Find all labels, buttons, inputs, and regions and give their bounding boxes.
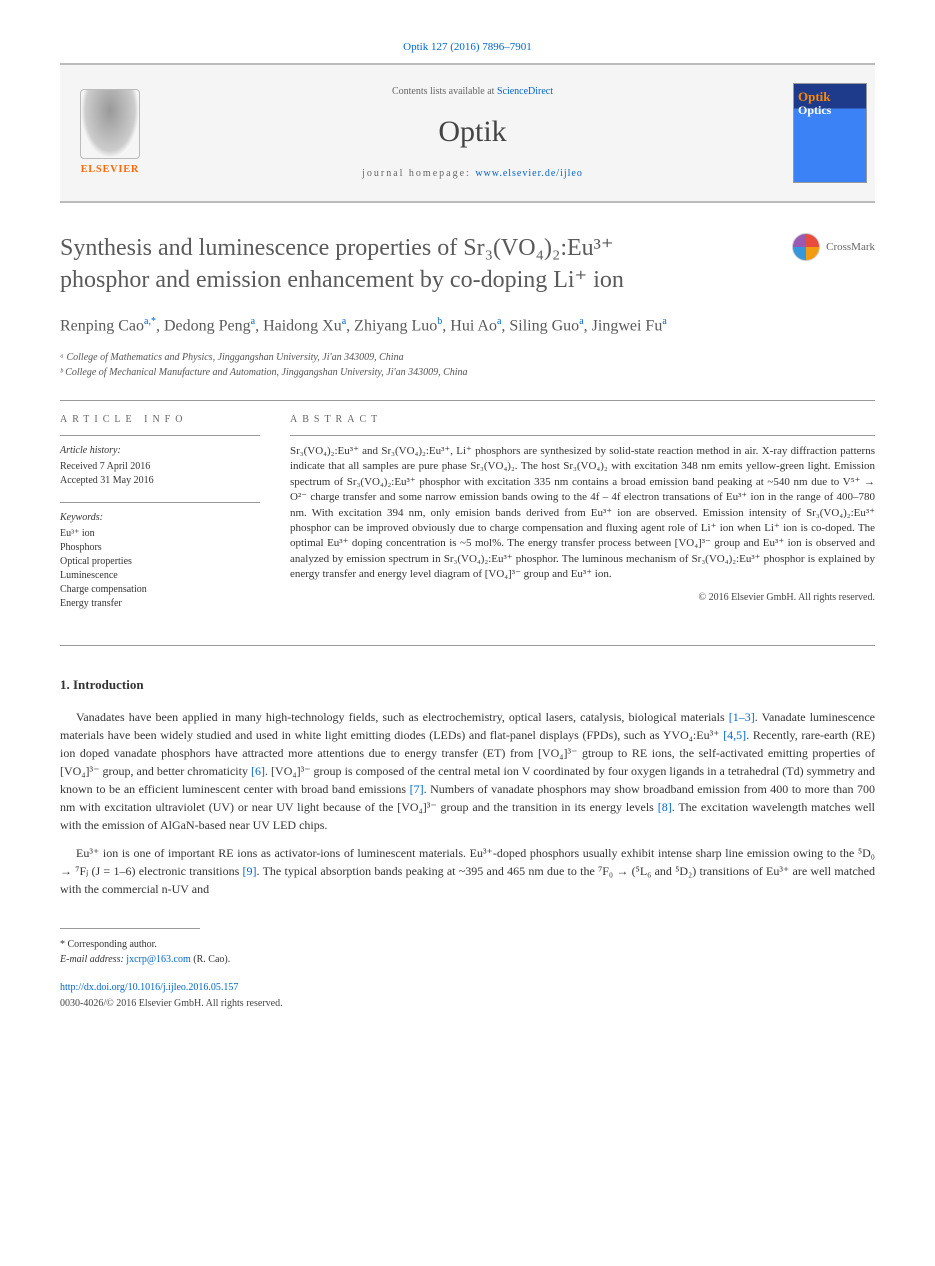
corresponding-author: * Corresponding author. E-mail address: … xyxy=(60,937,875,967)
crossmark-badge[interactable]: CrossMark xyxy=(792,233,875,261)
abstract-heading: ABSTRACT xyxy=(290,413,875,427)
keyword-item: Luminescence xyxy=(60,569,260,583)
contents-available-line: Contents lists available at ScienceDirec… xyxy=(392,85,553,99)
affiliation-b: ᵇ College of Mechanical Manufacture and … xyxy=(60,365,875,380)
abstract-text: Sr₃(VO₄)₂:Eu³⁺ and Sr₃(VO₄)₂:Eu³⁺, Li⁺ p… xyxy=(290,444,875,583)
homepage-prefix: journal homepage: xyxy=(362,168,475,179)
keywords-list: Eu³⁺ ion Phosphors Optical properties Lu… xyxy=(60,527,260,611)
reference-link[interactable]: [6] xyxy=(251,764,265,778)
article-title: Synthesis and luminescence properties of… xyxy=(60,233,700,295)
keywords-block: Keywords: Eu³⁺ ion Phosphors Optical pro… xyxy=(60,511,260,611)
journal-cover xyxy=(785,65,875,201)
divider-history xyxy=(60,502,260,503)
reference-link[interactable]: [7] xyxy=(410,782,424,796)
keyword-item: Energy transfer xyxy=(60,597,260,611)
elsevier-logo: ELSEVIER xyxy=(60,65,160,201)
keyword-item: Phosphors xyxy=(60,541,260,555)
abstract-column: ABSTRACT Sr₃(VO₄)₂:Eu³⁺ and Sr₃(VO₄)₂:Eu… xyxy=(290,413,875,625)
keywords-label: Keywords: xyxy=(60,511,260,525)
keyword-item: Eu³⁺ ion xyxy=(60,527,260,541)
article-info-column: ARTICLE INFO Article history: Received 7… xyxy=(60,413,260,625)
abstract-copyright: © 2016 Elsevier GmbH. All rights reserve… xyxy=(290,591,875,605)
divider-2 xyxy=(60,645,875,646)
email-label: E-mail address: xyxy=(60,954,124,965)
intro-paragraph-2: Eu³⁺ ion is one of important RE ions as … xyxy=(60,844,875,898)
reference-link[interactable]: [4,5] xyxy=(723,728,746,742)
crossmark-icon xyxy=(792,233,820,261)
corresponding-label: * Corresponding author. xyxy=(60,937,875,952)
introduction-heading: 1. Introduction xyxy=(60,676,875,694)
doi-link[interactable]: http://dx.doi.org/10.1016/j.ijleo.2016.0… xyxy=(60,981,875,995)
reference-link[interactable]: [8] xyxy=(658,800,672,814)
journal-name: Optik xyxy=(438,111,506,153)
reference-link[interactable]: [1–3] xyxy=(729,710,755,724)
journal-cover-image xyxy=(793,83,867,183)
divider-abstract xyxy=(290,435,875,436)
accepted-date: Accepted 31 May 2016 xyxy=(60,474,260,488)
received-date: Received 7 April 2016 xyxy=(60,460,260,474)
journal-homepage-line: journal homepage: www.elsevier.de/ijleo xyxy=(362,167,583,181)
email-paren: (R. Cao). xyxy=(193,954,230,965)
journal-header-center: Contents lists available at ScienceDirec… xyxy=(160,65,785,201)
article-citation: Optik 127 (2016) 7896–7901 xyxy=(60,40,875,55)
crossmark-label: CrossMark xyxy=(826,240,875,255)
sciencedirect-link[interactable]: ScienceDirect xyxy=(497,86,553,97)
intro-paragraph-1: Vanadates have been applied in many high… xyxy=(60,708,875,834)
keyword-item: Optical properties xyxy=(60,555,260,569)
article-info-heading: ARTICLE INFO xyxy=(60,413,260,427)
affiliations: ᵃ College of Mathematics and Physics, Ji… xyxy=(60,350,875,380)
author-email-link[interactable]: jxcrp@163.com xyxy=(126,954,190,965)
journal-homepage-link[interactable]: www.elsevier.de/ijleo xyxy=(475,168,583,179)
history-label: Article history: xyxy=(60,444,260,458)
affiliation-a: ᵃ College of Mathematics and Physics, Ji… xyxy=(60,350,875,365)
journal-header: ELSEVIER Contents lists available at Sci… xyxy=(60,63,875,203)
footer-separator xyxy=(60,928,200,929)
keyword-item: Charge compensation xyxy=(60,583,260,597)
divider-1 xyxy=(60,400,875,401)
footer-copyright: 0030-4026/© 2016 Elsevier GmbH. All righ… xyxy=(60,997,875,1011)
article-history-block: Article history: Received 7 April 2016 A… xyxy=(60,444,260,488)
divider-info xyxy=(60,435,260,436)
elsevier-tree-icon xyxy=(80,89,140,159)
authors-list: Renping Caoa,*, Dedong Penga, Haidong Xu… xyxy=(60,314,875,338)
contents-prefix: Contents lists available at xyxy=(392,86,497,97)
reference-link[interactable]: [9] xyxy=(243,864,257,878)
elsevier-text: ELSEVIER xyxy=(81,163,140,177)
